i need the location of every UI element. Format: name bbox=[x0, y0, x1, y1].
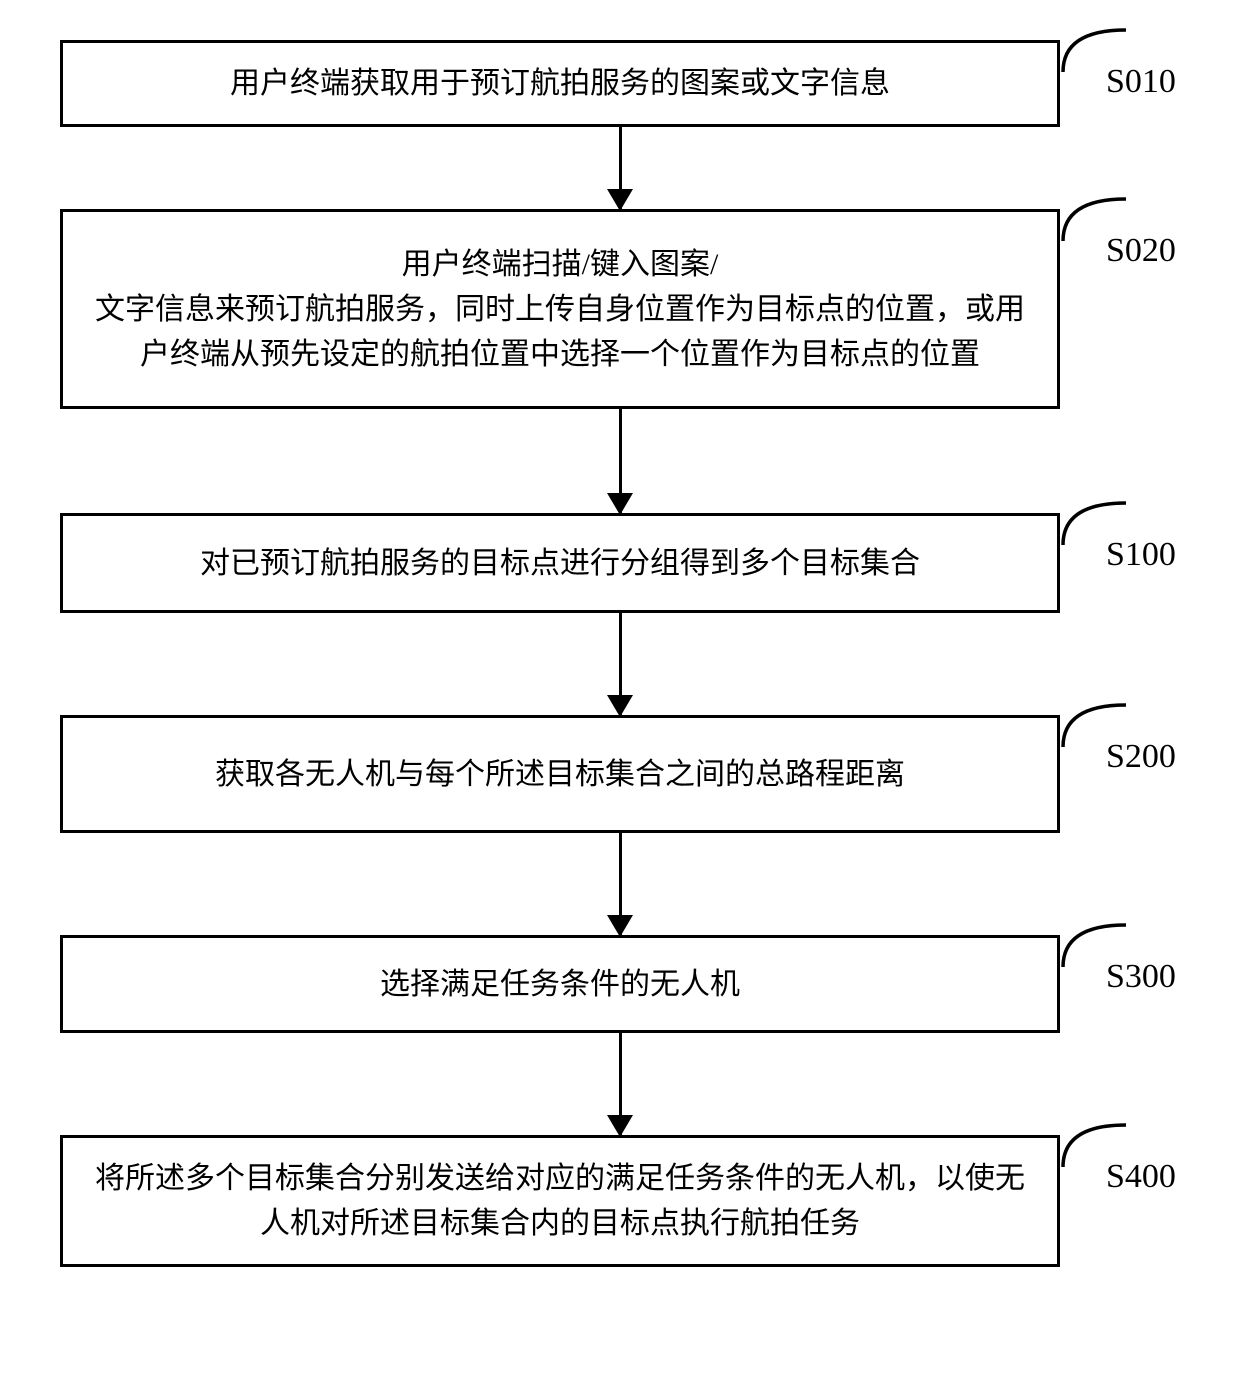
step-row: 对已预订航拍服务的目标点进行分组得到多个目标集合 S100 bbox=[60, 513, 1180, 613]
step-text: 用户终端获取用于预订航拍服务的图案或文字信息 bbox=[230, 61, 890, 106]
arrow-icon bbox=[619, 613, 622, 715]
step-text: 对已预订航拍服务的目标点进行分组得到多个目标集合 bbox=[200, 541, 920, 586]
step-box: 获取各无人机与每个所述目标集合之间的总路程距离 bbox=[60, 715, 1060, 833]
step-label: S020 bbox=[1106, 232, 1176, 270]
step-text: 用户终端扫描/键入图案/文字信息来预订航拍服务，同时上传自身位置作为目标点的位置… bbox=[83, 242, 1037, 377]
step-box: 用户终端获取用于预订航拍服务的图案或文字信息 bbox=[60, 40, 1060, 127]
step-box: 将所述多个目标集合分别发送给对应的满足任务条件的无人机，以使无人机对所述目标集合… bbox=[60, 1135, 1060, 1267]
step-label: S300 bbox=[1106, 958, 1176, 996]
step-row: 用户终端扫描/键入图案/文字信息来预订航拍服务，同时上传自身位置作为目标点的位置… bbox=[60, 209, 1180, 409]
arrow-icon bbox=[619, 409, 622, 513]
step-label: S200 bbox=[1106, 738, 1176, 776]
arrow-icon bbox=[619, 1033, 622, 1135]
step-label: S100 bbox=[1106, 536, 1176, 574]
label-container: S010 bbox=[1060, 22, 1176, 101]
label-container: S300 bbox=[1060, 917, 1176, 996]
step-box: 用户终端扫描/键入图案/文字信息来预订航拍服务，同时上传自身位置作为目标点的位置… bbox=[60, 209, 1060, 409]
arrow-icon bbox=[619, 833, 622, 935]
step-text: 将所述多个目标集合分别发送给对应的满足任务条件的无人机，以使无人机对所述目标集合… bbox=[83, 1156, 1037, 1246]
step-label: S010 bbox=[1106, 63, 1176, 101]
step-row: 用户终端获取用于预订航拍服务的图案或文字信息 S010 bbox=[60, 40, 1180, 127]
label-container: S100 bbox=[1060, 495, 1176, 574]
step-row: 获取各无人机与每个所述目标集合之间的总路程距离 S200 bbox=[60, 715, 1180, 833]
label-container: S400 bbox=[1060, 1117, 1176, 1196]
step-text: 获取各无人机与每个所述目标集合之间的总路程距离 bbox=[215, 752, 905, 797]
label-container: S020 bbox=[1060, 191, 1176, 270]
step-box: 选择满足任务条件的无人机 bbox=[60, 935, 1060, 1033]
step-row: 选择满足任务条件的无人机 S300 bbox=[60, 935, 1180, 1033]
label-container: S200 bbox=[1060, 697, 1176, 776]
flowchart-container: 用户终端获取用于预订航拍服务的图案或文字信息 S010 用户终端扫描/键入图案/… bbox=[60, 40, 1180, 1267]
step-row: 将所述多个目标集合分别发送给对应的满足任务条件的无人机，以使无人机对所述目标集合… bbox=[60, 1135, 1180, 1267]
step-text: 选择满足任务条件的无人机 bbox=[380, 962, 740, 1007]
step-box: 对已预订航拍服务的目标点进行分组得到多个目标集合 bbox=[60, 513, 1060, 613]
step-label: S400 bbox=[1106, 1158, 1176, 1196]
arrow-icon bbox=[619, 127, 622, 209]
